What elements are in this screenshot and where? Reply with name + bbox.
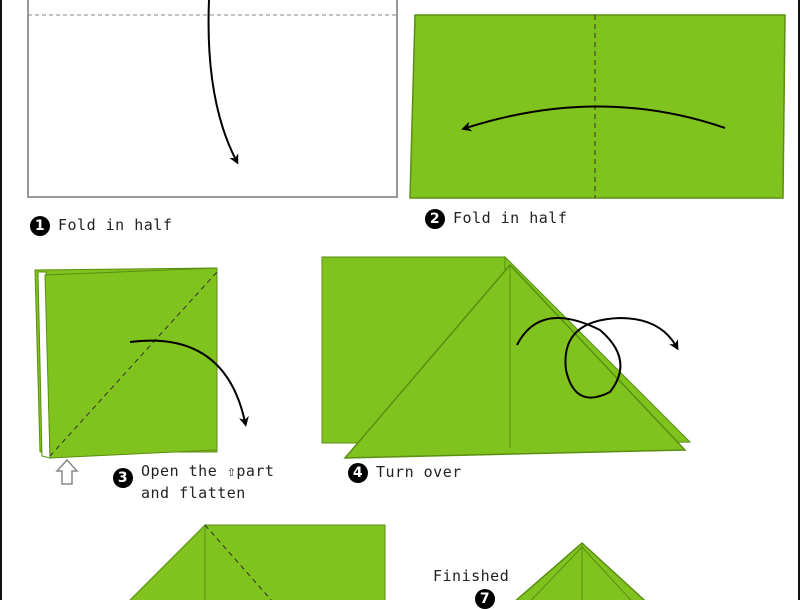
step-1-label: 1 Fold in half	[30, 214, 172, 236]
step-2-diagram	[409, 14, 786, 199]
step-number-badge: 1	[30, 215, 50, 236]
step-text-part: part	[236, 462, 275, 480]
step-1-diagram	[27, 0, 398, 198]
step-4-label: 4 Turn over	[348, 461, 462, 483]
right-border	[798, 0, 800, 600]
step-text-line2: and flatten	[141, 484, 246, 502]
inner-layer	[530, 546, 632, 600]
open-here-arrow-icon	[55, 458, 79, 485]
step-3-label: 3 Open the ⇧part and flatten	[113, 460, 274, 504]
left-border	[0, 0, 2, 600]
step-text: Fold in half	[453, 209, 568, 227]
step-3-diagram	[34, 267, 249, 485]
step-number-badge: 2	[425, 208, 445, 229]
step-number-badge: 7	[475, 588, 495, 609]
square	[204, 524, 386, 600]
fold-arrow	[461, 105, 726, 132]
fold-arrow	[207, 0, 239, 165]
triangle	[129, 523, 206, 600]
step-number-badge: 3	[113, 468, 133, 488]
finished-diagram	[515, 541, 646, 600]
finished-triangle	[515, 541, 646, 600]
front-layer	[44, 267, 218, 459]
fold-line-dashed	[49, 271, 218, 457]
finished-label: Finished	[433, 567, 510, 585]
triangle-front	[343, 263, 687, 459]
fold-line-dashed	[204, 524, 272, 600]
step-text: Fold in half	[58, 216, 173, 234]
white-paper	[27, 0, 398, 198]
turn-over-arrow	[516, 316, 679, 399]
up-arrow-icon: ⇧	[226, 462, 237, 480]
step-7-badge-wrap: 7	[475, 587, 503, 609]
fold-arrow	[129, 339, 249, 427]
step-number-badge: 4	[348, 462, 368, 483]
step-2-label: 2 Fold in half	[425, 207, 567, 229]
step-5-diagram	[129, 523, 386, 600]
step-4-diagram	[321, 255, 692, 459]
step-text: Turn over	[376, 463, 462, 481]
step-text-line1: Open the	[141, 462, 218, 480]
